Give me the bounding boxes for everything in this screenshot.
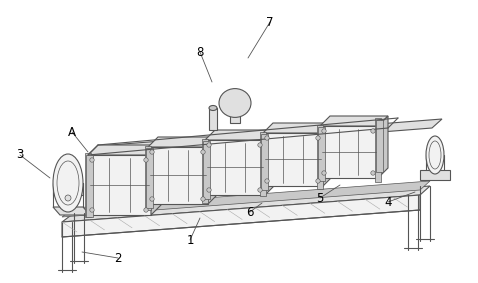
Polygon shape [88, 155, 151, 215]
Text: 6: 6 [246, 205, 254, 218]
Polygon shape [88, 146, 98, 182]
Circle shape [265, 179, 269, 183]
Polygon shape [205, 130, 275, 140]
Polygon shape [148, 147, 208, 204]
Circle shape [90, 208, 94, 212]
Polygon shape [375, 118, 381, 182]
Polygon shape [146, 148, 153, 208]
Circle shape [201, 150, 205, 154]
Polygon shape [145, 146, 151, 210]
Polygon shape [320, 116, 388, 126]
Ellipse shape [53, 154, 83, 212]
Polygon shape [88, 119, 442, 155]
Circle shape [316, 136, 320, 140]
Circle shape [150, 197, 154, 201]
Polygon shape [263, 123, 333, 133]
Circle shape [144, 208, 148, 212]
Polygon shape [261, 134, 268, 190]
Polygon shape [260, 132, 266, 196]
Polygon shape [317, 125, 323, 189]
Circle shape [371, 171, 375, 175]
Polygon shape [318, 127, 325, 181]
Polygon shape [320, 126, 378, 178]
Polygon shape [230, 111, 240, 123]
Text: 3: 3 [16, 149, 24, 162]
Polygon shape [151, 145, 161, 215]
Polygon shape [53, 183, 83, 195]
Text: 8: 8 [196, 46, 204, 59]
Text: A: A [68, 125, 76, 138]
Circle shape [90, 158, 94, 162]
Circle shape [150, 150, 154, 154]
Polygon shape [202, 139, 208, 203]
Ellipse shape [426, 136, 444, 174]
Circle shape [258, 188, 262, 192]
Text: 7: 7 [266, 16, 274, 29]
Polygon shape [209, 108, 217, 130]
Circle shape [371, 129, 375, 133]
Circle shape [144, 158, 148, 162]
Polygon shape [203, 141, 210, 199]
Circle shape [258, 143, 262, 147]
Polygon shape [86, 155, 93, 217]
Circle shape [65, 195, 71, 201]
Circle shape [201, 197, 205, 201]
Circle shape [316, 179, 320, 183]
Polygon shape [88, 145, 161, 155]
Text: 4: 4 [384, 196, 392, 209]
Polygon shape [323, 123, 333, 186]
Text: 2: 2 [114, 252, 122, 265]
Polygon shape [208, 137, 218, 204]
Polygon shape [85, 153, 91, 217]
Polygon shape [62, 195, 420, 237]
Ellipse shape [209, 106, 217, 110]
Polygon shape [265, 130, 275, 195]
Ellipse shape [219, 89, 251, 117]
Circle shape [322, 171, 326, 175]
Polygon shape [376, 120, 383, 172]
Text: 5: 5 [316, 192, 324, 205]
Polygon shape [62, 186, 430, 222]
Circle shape [265, 136, 269, 140]
Polygon shape [205, 140, 265, 195]
Polygon shape [53, 207, 90, 215]
Text: 1: 1 [186, 233, 194, 246]
Polygon shape [148, 137, 218, 147]
Polygon shape [62, 181, 430, 217]
Circle shape [322, 129, 326, 133]
Polygon shape [378, 116, 388, 178]
Polygon shape [420, 170, 450, 180]
Circle shape [207, 188, 211, 192]
Circle shape [207, 143, 211, 147]
Polygon shape [263, 133, 323, 186]
